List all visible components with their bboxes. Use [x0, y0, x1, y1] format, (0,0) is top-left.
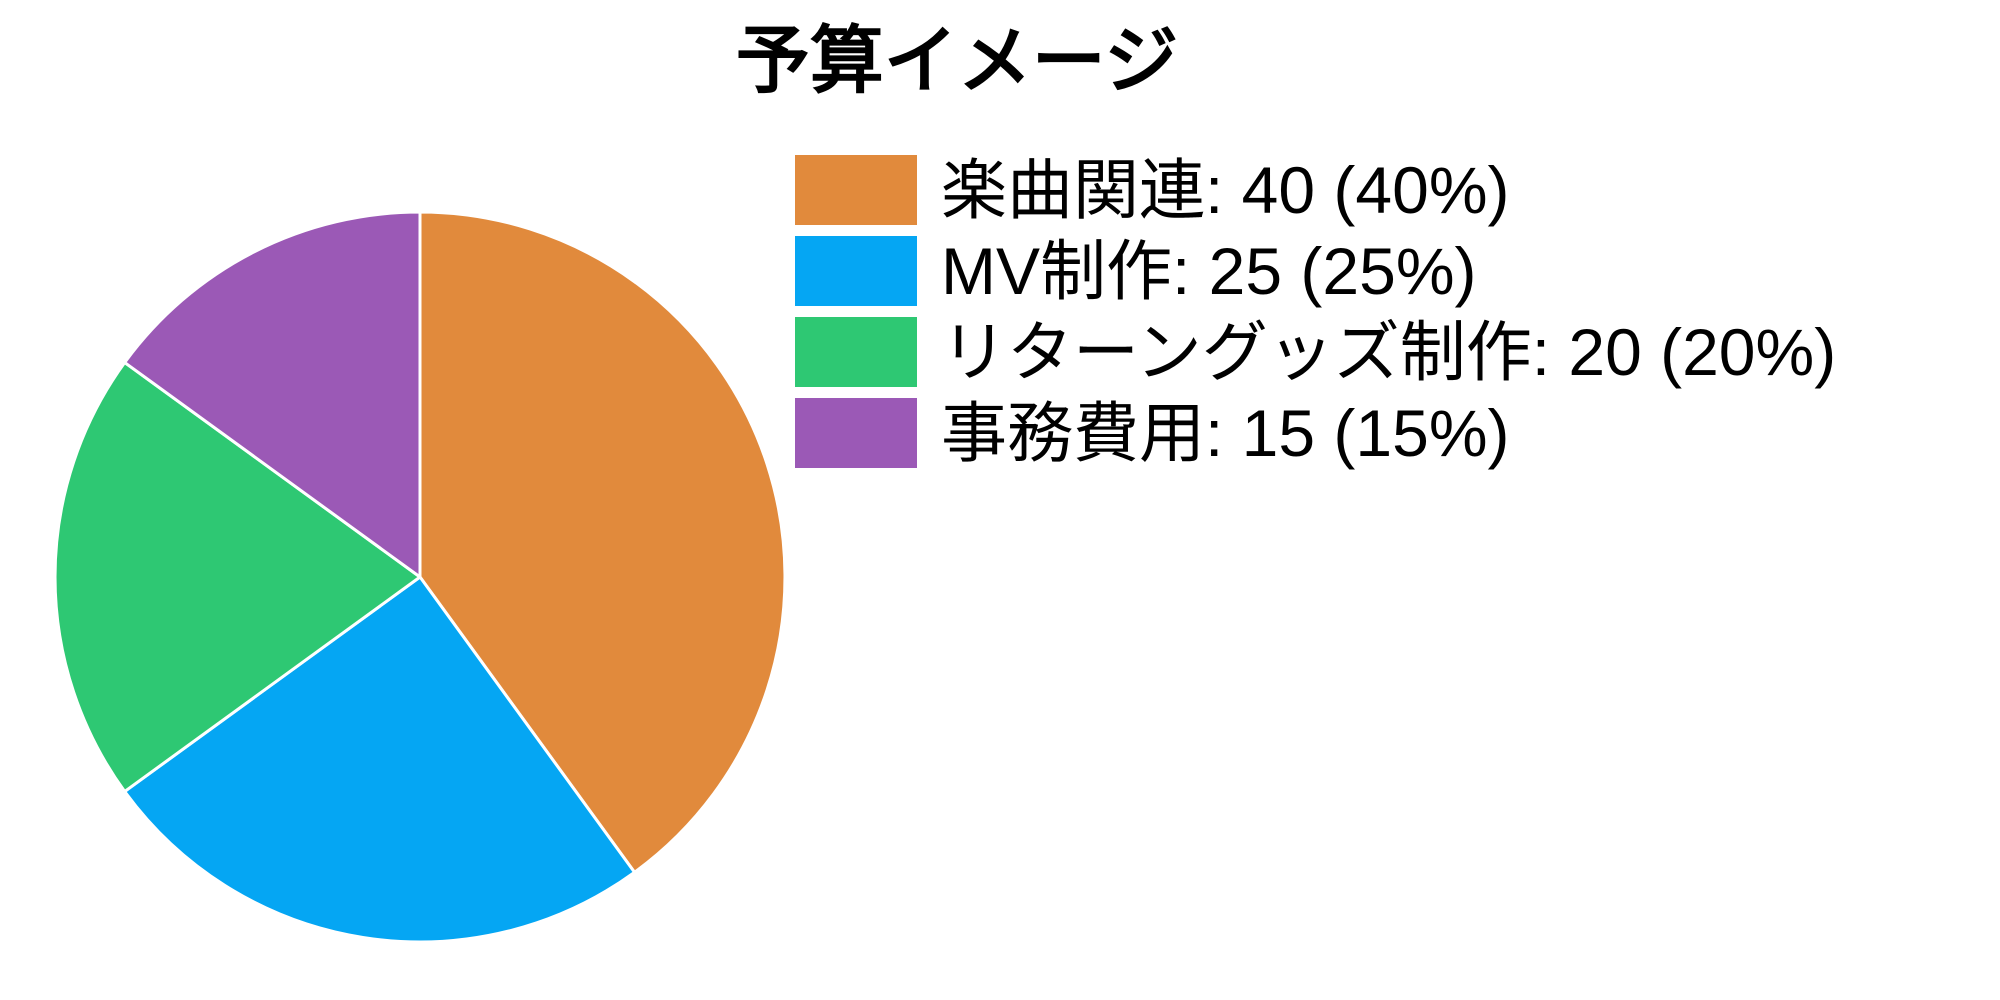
- legend-swatch: [795, 236, 917, 306]
- legend-item: MV制作: 25 (25%): [795, 236, 1836, 306]
- pie-slice-0: [418, 210, 787, 874]
- legend-item: 事務費用: 15 (15%): [795, 398, 1836, 468]
- legend-label: リターングッズ制作: 20 (20%): [941, 315, 1837, 389]
- pie-slice-2: [53, 361, 422, 793]
- legend-label: MV制作: 25 (25%): [941, 234, 1477, 308]
- legend-label: 楽曲関連: 40 (40%): [941, 153, 1510, 227]
- legend: 楽曲関連: 40 (40%) MV制作: 25 (25%) リターングッズ制作:…: [795, 155, 1836, 468]
- pie-slice-1: [123, 575, 636, 944]
- legend-item: 楽曲関連: 40 (40%): [795, 155, 1836, 225]
- legend-swatch: [795, 398, 917, 468]
- legend-label: 事務費用: 15 (15%): [941, 396, 1510, 470]
- legend-swatch: [795, 155, 917, 225]
- chart-title: 予算イメージ: [735, 19, 1179, 102]
- legend-swatch: [795, 317, 917, 387]
- pie-slice-3: [123, 210, 422, 579]
- legend-item: リターングッズ制作: 20 (20%): [795, 317, 1836, 387]
